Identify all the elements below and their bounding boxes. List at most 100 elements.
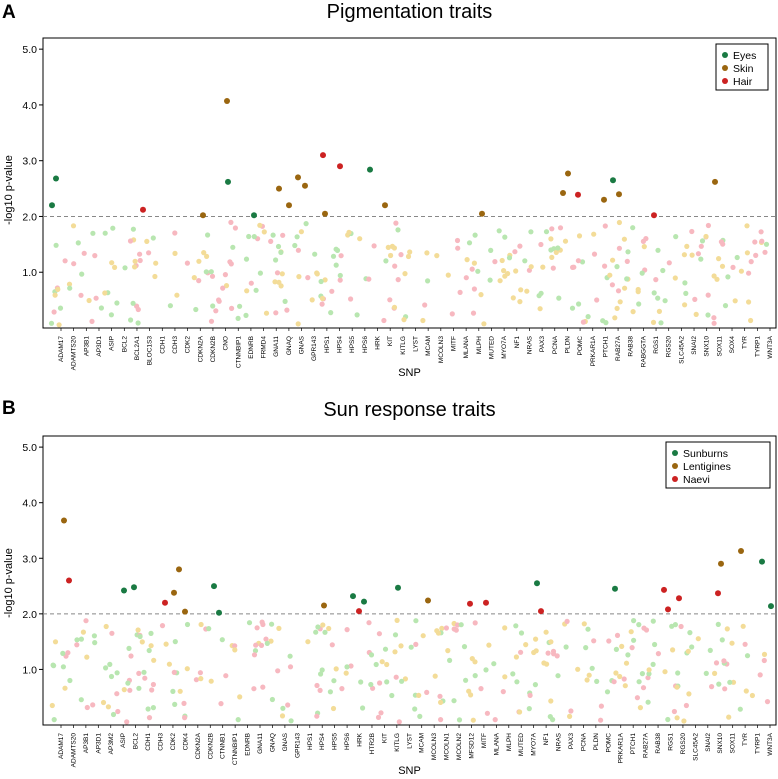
non-significant-point [259,619,265,625]
non-significant-point [653,277,659,283]
non-significant-point [674,684,680,690]
non-significant-point [623,660,630,666]
snp-label: RGS20 [666,336,673,358]
non-significant-point [687,630,693,636]
non-significant-point [309,297,315,303]
background-points [48,219,770,328]
non-significant-point [303,221,309,227]
non-significant-point [358,679,364,685]
snp-label: SLC45A2 [678,336,685,364]
non-significant-point [137,251,143,257]
significant-point-naevi [715,590,721,597]
background-points [49,617,771,725]
non-significant-point [136,670,142,677]
non-significant-point [613,646,620,653]
non-significant-point [502,625,508,631]
non-significant-point [287,664,294,670]
non-significant-point [394,617,400,624]
non-significant-point [268,638,274,644]
non-significant-point [591,251,598,257]
significant-point-sunburns [216,609,222,616]
snp-label: CNO [223,336,230,350]
snp-label: MITF [450,336,457,351]
non-significant-point [711,273,717,279]
y-tick-label: 2.0 [22,609,37,621]
non-significant-point [279,713,286,719]
snp-label: CDH1 [145,733,152,751]
non-significant-point [707,647,713,654]
snp-label: POMC [605,733,612,753]
non-significant-point [531,649,537,656]
significant-point-skin [382,202,388,209]
non-significant-point [422,302,428,308]
significant-point-sunburns [350,593,356,600]
non-significant-point [93,295,99,301]
snp-label: BLOC1S3 [147,336,154,366]
non-significant-point [222,272,228,278]
snp-label: HPS5 [332,733,339,750]
snp-label: RAB38 [628,336,635,357]
non-significant-point [518,649,524,655]
non-significant-point [567,713,573,720]
snp-label: MYO7A [501,335,508,358]
non-significant-point [146,250,152,256]
non-significant-point [314,713,320,719]
snp-label: MLPH [506,733,513,751]
non-significant-point [127,238,134,244]
significant-point-lentigines [321,602,327,609]
non-significant-point [698,256,704,262]
significant-point-sunburns [612,585,618,592]
non-significant-point [463,275,469,281]
non-significant-point [492,717,498,723]
non-significant-point [209,273,216,279]
non-significant-point [753,252,759,258]
non-significant-point [611,679,617,685]
non-significant-point [472,673,478,679]
non-significant-point [472,232,478,238]
non-significant-point [171,669,177,676]
non-significant-point [492,259,498,265]
non-significant-point [617,673,623,680]
non-significant-point [198,676,204,682]
non-significant-point [635,289,641,295]
non-significant-point [163,641,169,647]
non-significant-point [748,317,754,324]
non-significant-point [705,292,711,298]
non-significant-point [551,246,557,252]
non-significant-point [378,710,384,716]
non-significant-point [732,298,738,304]
non-significant-point [203,269,209,275]
non-significant-point [413,618,419,624]
snp-label: PCNA [552,335,559,354]
non-significant-point [385,244,391,250]
non-significant-point [591,231,597,237]
non-significant-point [545,650,551,656]
snp-label: HPS6 [362,336,369,353]
non-significant-point [569,305,576,311]
non-significant-point [318,671,324,677]
non-significant-point [261,229,267,235]
non-significant-point [695,636,701,642]
snp-label: RAB27A [615,335,622,361]
non-significant-point [718,239,725,245]
non-significant-point [184,666,190,672]
non-significant-point [536,293,542,299]
non-significant-point [518,630,525,636]
non-significant-point [640,685,647,691]
non-significant-point [636,622,642,628]
non-significant-point [357,236,363,242]
non-significant-point [715,621,721,628]
snp-label: PLDN [564,336,571,354]
non-significant-point [639,671,646,677]
non-significant-point [318,278,324,285]
non-significant-point [78,292,84,298]
non-significant-point [388,252,394,259]
non-significant-point [396,719,402,725]
non-significant-point [744,250,751,256]
snp-label: AP3B1 [83,733,90,754]
non-significant-point [137,257,143,264]
non-significant-point [634,695,641,701]
non-significant-point [313,629,319,635]
non-significant-point [610,257,616,263]
significant-point-lentigines [61,517,67,524]
